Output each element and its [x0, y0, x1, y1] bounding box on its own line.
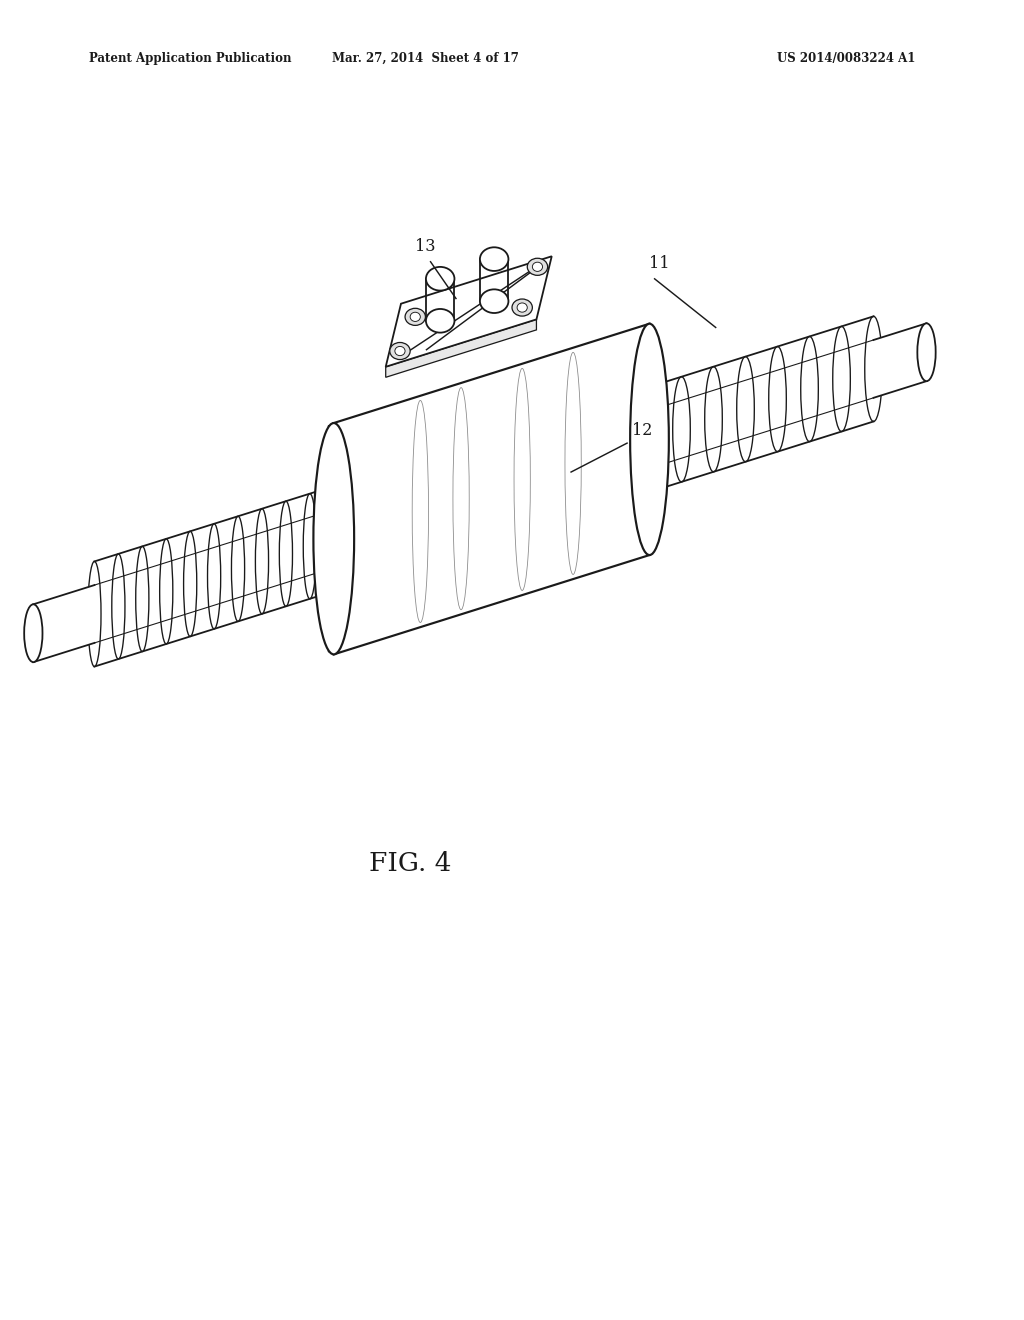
Ellipse shape: [918, 323, 936, 381]
Text: Mar. 27, 2014  Sheet 4 of 17: Mar. 27, 2014 Sheet 4 of 17: [332, 53, 519, 65]
Text: Patent Application Publication: Patent Application Publication: [89, 53, 292, 65]
Polygon shape: [873, 323, 927, 397]
Ellipse shape: [406, 309, 425, 326]
Ellipse shape: [390, 342, 411, 359]
Ellipse shape: [527, 259, 548, 276]
Text: FIG. 4: FIG. 4: [369, 851, 452, 876]
Ellipse shape: [480, 247, 509, 271]
Polygon shape: [649, 317, 873, 492]
Ellipse shape: [512, 300, 532, 315]
Ellipse shape: [313, 422, 354, 655]
Ellipse shape: [411, 313, 420, 322]
Text: 13: 13: [415, 238, 435, 255]
Ellipse shape: [395, 346, 406, 355]
Text: 12: 12: [632, 422, 652, 440]
Ellipse shape: [480, 289, 509, 313]
Ellipse shape: [630, 323, 669, 554]
Ellipse shape: [25, 605, 43, 663]
Text: US 2014/0083224 A1: US 2014/0083224 A1: [777, 53, 915, 65]
Text: 11: 11: [649, 255, 670, 272]
Ellipse shape: [517, 304, 527, 312]
Polygon shape: [334, 323, 649, 655]
Ellipse shape: [532, 263, 543, 272]
Polygon shape: [94, 486, 334, 667]
Polygon shape: [386, 319, 537, 378]
Polygon shape: [386, 256, 552, 367]
Ellipse shape: [426, 267, 455, 290]
Ellipse shape: [426, 309, 455, 333]
Polygon shape: [34, 585, 94, 663]
